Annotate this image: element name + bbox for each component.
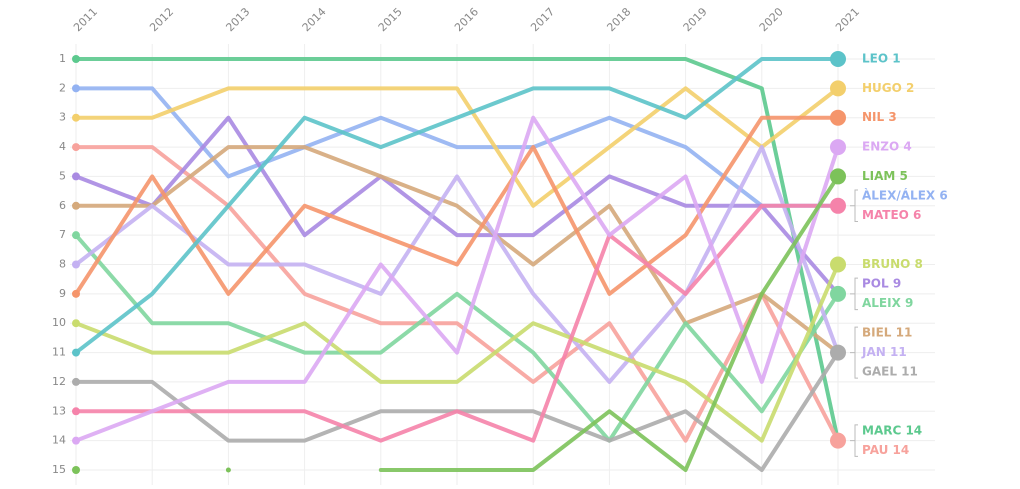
end-dot <box>830 197 846 214</box>
end-label: ENZO 4 <box>862 140 912 154</box>
end-label: ALEIX 9 <box>862 296 913 310</box>
start-dot <box>72 319 80 328</box>
y-tick-label: 10 <box>52 316 66 329</box>
y-tick-label: 4 <box>59 140 66 153</box>
start-dot <box>72 348 80 357</box>
x-tick-label: 2013 <box>223 5 252 34</box>
y-tick-label: 8 <box>59 258 66 271</box>
start-dot <box>72 436 80 445</box>
end-label: LIAM 5 <box>862 169 908 183</box>
x-tick-label: 2016 <box>452 5 481 34</box>
y-tick-label: 2 <box>59 81 66 94</box>
x-tick-label: 2014 <box>300 5 329 34</box>
start-dot <box>225 467 231 473</box>
y-tick-label: 1 <box>59 52 66 65</box>
x-tick-label: 2015 <box>376 5 405 34</box>
rank-line <box>74 57 840 355</box>
end-dot <box>830 51 846 67</box>
end-label: MARC 14 <box>862 423 922 437</box>
start-dot <box>72 407 80 416</box>
x-tick-label: 2021 <box>833 5 862 34</box>
y-tick-label: 7 <box>59 228 66 241</box>
end-label: JAN 11 <box>861 345 907 359</box>
rank-line <box>74 57 840 443</box>
y-tick-label: 6 <box>59 199 66 212</box>
x-tick-label: 2011 <box>71 5 100 34</box>
end-label: BRUNO 8 <box>862 257 923 271</box>
start-dot <box>72 289 80 298</box>
rank-line <box>74 203 840 443</box>
start-dot <box>72 113 80 122</box>
end-label: PAU 14 <box>862 443 909 457</box>
rank-line <box>74 145 840 355</box>
start-dot <box>72 466 80 474</box>
y-tick-label: 13 <box>52 404 66 417</box>
rank-line <box>74 86 840 208</box>
x-tick-label: 2019 <box>681 5 710 34</box>
x-tick-label: 2020 <box>757 5 786 34</box>
end-dot <box>830 168 846 185</box>
end-dot <box>830 285 846 302</box>
x-tick-label: 2018 <box>604 5 633 34</box>
x-tick-label: 2012 <box>147 5 176 34</box>
y-tick-label: 14 <box>52 434 66 447</box>
end-label: MATEO 6 <box>862 208 921 222</box>
y-tick-label: 12 <box>52 375 66 388</box>
end-label: HUGO 2 <box>862 81 914 95</box>
tie-bracket <box>850 277 858 311</box>
rank-line <box>74 115 840 443</box>
rank-line <box>74 115 840 296</box>
rank-line <box>74 262 840 443</box>
start-dot <box>72 143 80 152</box>
start-dot <box>72 172 80 181</box>
end-dot <box>830 344 846 361</box>
end-dot <box>830 139 846 156</box>
end-dot <box>830 80 846 97</box>
end-label: GAEL 11 <box>862 365 918 379</box>
rank-line <box>74 233 840 443</box>
start-dot <box>72 55 80 63</box>
tie-bracket <box>850 326 858 379</box>
tie-bracket <box>850 189 858 223</box>
rank-line <box>74 145 840 443</box>
end-label: ÀLEX/ÁLEX 6 <box>862 188 948 203</box>
end-label: LEO 1 <box>862 52 901 66</box>
y-tick-label: 3 <box>59 111 66 124</box>
start-dot <box>72 377 80 386</box>
end-label: BIEL 11 <box>862 326 912 340</box>
y-tick-label: 9 <box>59 287 66 300</box>
end-dot <box>830 432 846 449</box>
start-dot <box>72 260 80 269</box>
y-tick-label: 15 <box>52 463 66 476</box>
y-tick-label: 5 <box>59 169 66 182</box>
start-dot <box>72 84 80 93</box>
y-tick-label: 11 <box>52 346 66 359</box>
start-dot <box>72 201 80 210</box>
end-dot <box>830 109 846 126</box>
rank-line <box>378 174 840 472</box>
end-dot <box>830 256 846 273</box>
x-tick-label: 2017 <box>528 5 557 34</box>
start-dot <box>72 231 80 240</box>
end-label: NIL 3 <box>862 110 897 124</box>
rank-line <box>74 115 840 296</box>
end-label: POL 9 <box>862 277 901 291</box>
tie-bracket <box>850 424 858 457</box>
